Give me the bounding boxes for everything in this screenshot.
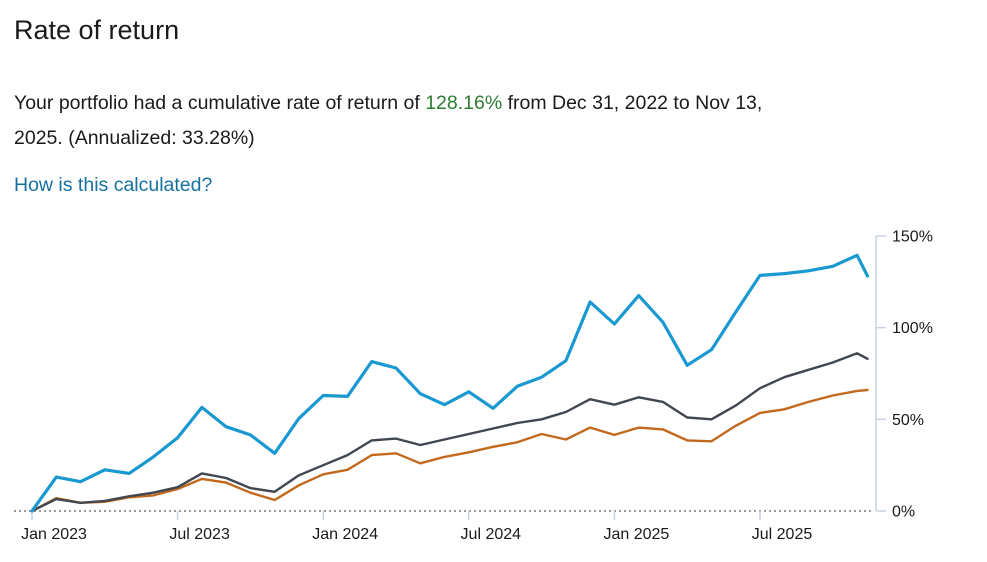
summary-line-1: Your portfolio had a cumulative rate of …: [14, 86, 964, 121]
summary-text-before: Your portfolio had a cumulative rate of …: [14, 92, 426, 114]
x-axis-tick-label: Jan 2024: [312, 526, 378, 543]
page-title: Rate of return: [14, 15, 180, 45]
y-axis-tick-label: 0%: [892, 504, 915, 521]
gray-benchmark-line: [30, 352, 869, 513]
x-axis-tick-label: Jul 2023: [169, 526, 230, 543]
summary-text-after: from Dec 31, 2022 to Nov 13,: [502, 92, 763, 114]
portfolio-line: [30, 253, 870, 513]
x-axis-tick-label: Jan 2025: [603, 526, 669, 543]
x-axis-tick-label: Jul 2024: [461, 526, 522, 543]
rate-of-return-chart: 0% 50% 100% 150% Jan 2023 Jul 2023 Jan 2024 Jul…: [0, 228, 987, 562]
y-axis-tick-label: 150%: [892, 229, 933, 246]
line-chart-canvas: 0% 50% 100% 150% Jan 2023 Jul 2023 Jan 2024 Jul…: [14, 229, 933, 543]
x-axis-tick-label: Jul 2025: [752, 526, 813, 543]
y-axis-tick-label: 50%: [892, 412, 924, 429]
x-axis-tick-label: Jan 2023: [21, 526, 87, 543]
orange-benchmark-line: [30, 388, 869, 513]
summary-line-2: 2025. (Annualized: 33.28%): [14, 127, 255, 149]
how-is-this-calculated-link[interactable]: How is this calculated?: [14, 174, 213, 196]
cumulative-return-value: 128.16%: [425, 92, 503, 114]
y-axis-tick-label: 100%: [892, 320, 933, 337]
portfolio-return-summary: Your portfolio had a cumulative rate of …: [14, 86, 964, 156]
